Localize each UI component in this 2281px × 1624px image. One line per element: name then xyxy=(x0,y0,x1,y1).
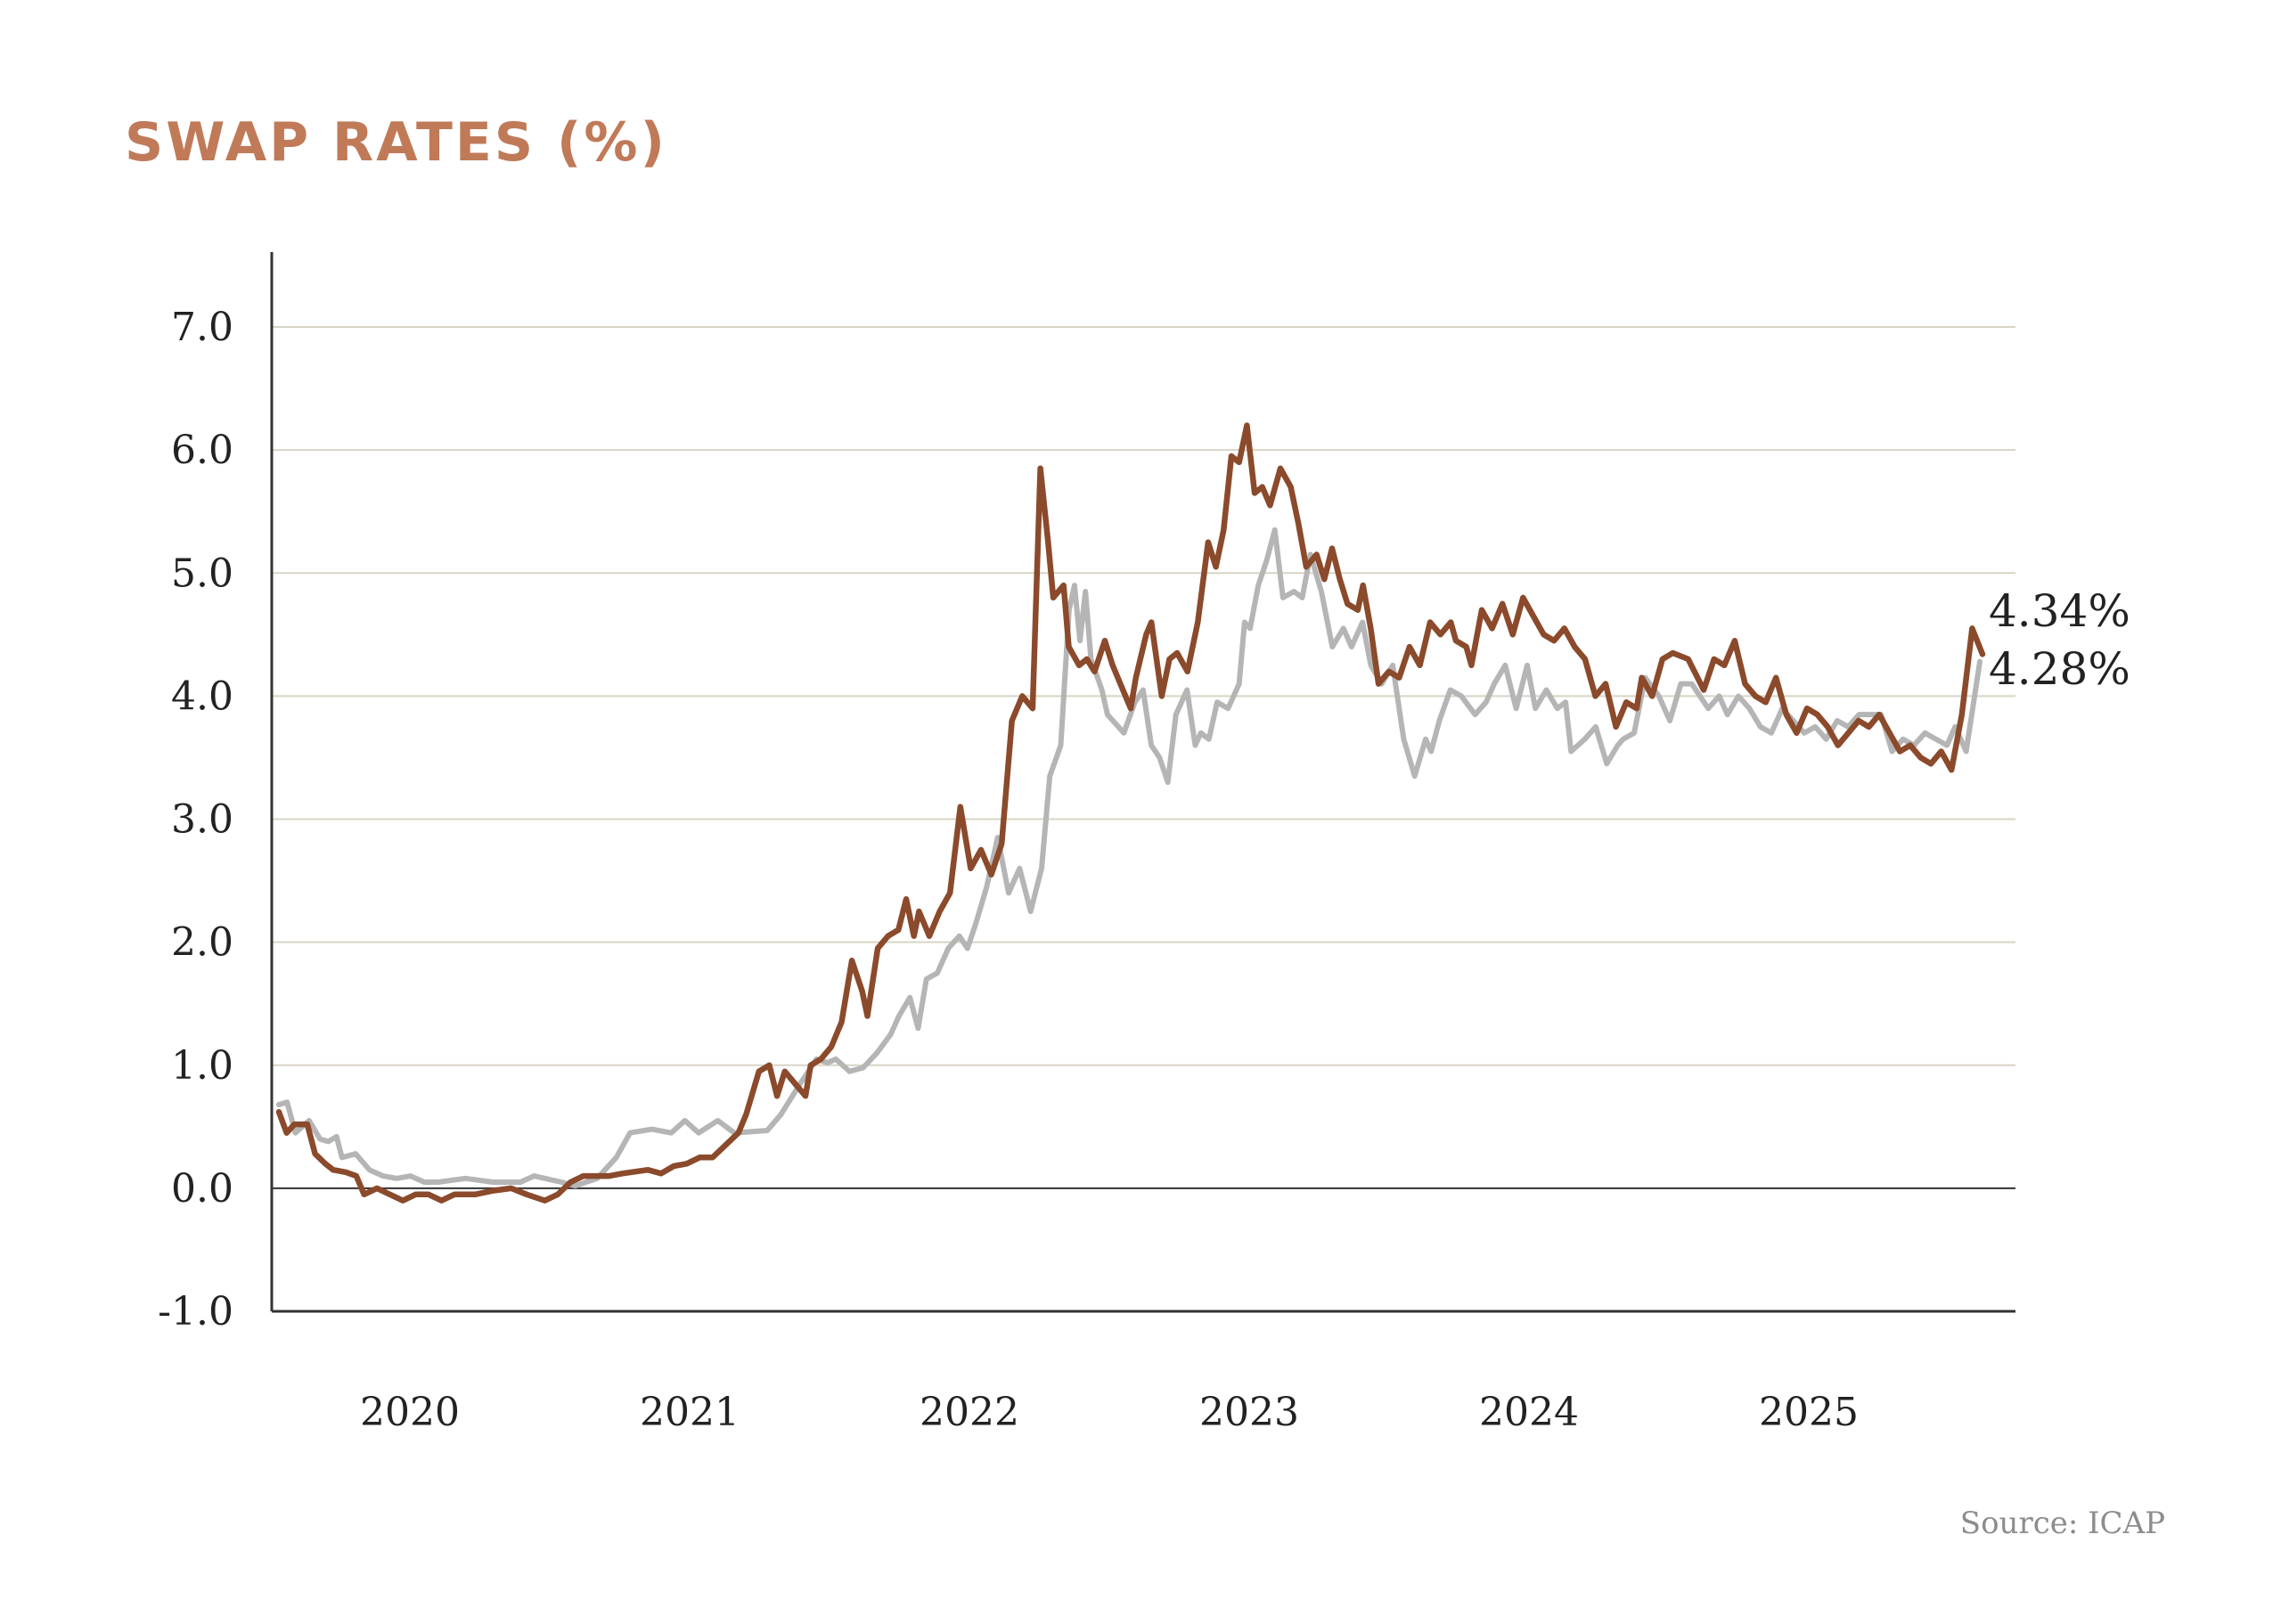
y-tick-label: 7.0 xyxy=(171,305,233,350)
y-tick-label: 3.0 xyxy=(171,797,233,843)
x-tick-label: 2021 xyxy=(640,1390,740,1435)
y-tick-label: 1.0 xyxy=(171,1043,233,1089)
y-tick-label: -1.0 xyxy=(158,1289,233,1334)
axes xyxy=(270,252,2015,1313)
x-tick-label: 2020 xyxy=(360,1390,460,1435)
y-tick-label: 6.0 xyxy=(171,428,233,473)
source-note: Source: ICAP xyxy=(1959,1506,2165,1541)
x-tick-labels: 2020 2021 2022 2023 2024 2025 xyxy=(360,1390,1859,1435)
x-tick-label: 2023 xyxy=(1199,1390,1299,1435)
y-tick-labels: 7.0 6.0 5.0 4.0 3.0 2.0 1.0 0.0 -1.0 xyxy=(158,305,233,1334)
grid-lines xyxy=(272,326,2015,1189)
series-line-grey xyxy=(276,526,1983,1189)
y-tick-label: 2.0 xyxy=(171,920,233,966)
x-tick-label: 2025 xyxy=(1759,1390,1859,1435)
series-line-brown xyxy=(275,422,1986,1204)
series-lines xyxy=(275,422,1986,1204)
y-tick-label: 0.0 xyxy=(171,1166,233,1212)
chart-title: SWAP RATES (%) xyxy=(125,111,667,174)
y-tick-label: 4.0 xyxy=(171,673,233,719)
x-tick-label: 2022 xyxy=(920,1390,1019,1435)
end-labels: 4.28% 4.34% xyxy=(1989,585,2130,695)
y-tick-label: 5.0 xyxy=(171,551,233,596)
end-value-label: 4.28% xyxy=(1989,643,2130,695)
x-tick-label: 2024 xyxy=(1479,1390,1579,1435)
end-value-label: 4.34% xyxy=(1989,585,2130,637)
